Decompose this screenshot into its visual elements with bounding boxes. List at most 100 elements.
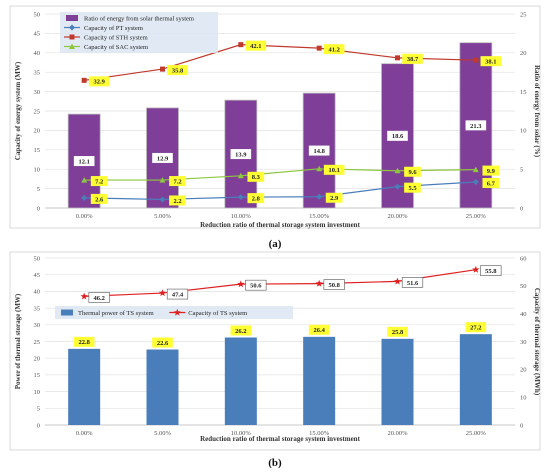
- p1-line-data-label: 50.8: [328, 282, 340, 289]
- p0-line-data-label: 7.2: [95, 178, 103, 185]
- p0-legend-swatch-marker: [69, 43, 75, 49]
- p1-y-tick-label: 5: [37, 406, 40, 413]
- p1-bar-data-label-bg: [152, 337, 173, 348]
- p0-line-data-label-bg: [247, 171, 265, 182]
- p0-y-tick-label: 15: [34, 147, 41, 154]
- p1-bar: [303, 336, 336, 425]
- p1-line-data-label-bg: [401, 277, 424, 288]
- p1-y-tick-label: 15: [34, 372, 41, 379]
- p0-line-data-label-bg: [482, 178, 500, 189]
- p0-line-data-label-bg: [323, 44, 345, 55]
- p0-line-data-label-bg: [247, 193, 265, 204]
- p0-line-data-label: 2.9: [330, 195, 339, 202]
- p0-line-data-label-bg: [323, 164, 345, 175]
- p0-line-data-label-bg: [90, 193, 108, 204]
- p1-bar: [146, 349, 179, 425]
- p1-x-tick-label: 25.00%: [466, 430, 487, 437]
- p0-line-data-label: 2.2: [173, 198, 181, 205]
- p0-bar-data-label: 12.9: [157, 155, 169, 162]
- p0-bar-data-label: 12.1: [78, 158, 89, 165]
- p1-line-data-label: 51.6: [407, 280, 419, 287]
- p0-line-data-label: 6.7: [487, 180, 496, 187]
- p0-legend-swatch-marker: [69, 24, 75, 31]
- p0-line-point: [238, 42, 244, 48]
- p0-line-data-label: 42.1: [250, 43, 261, 50]
- p1-bar-data-label-bg: [308, 324, 330, 335]
- p0-y2-tick-label: 25: [520, 11, 527, 18]
- p1-y-tick-label: 45: [34, 272, 41, 279]
- p1-bar-data-label-bg: [387, 326, 408, 337]
- p0-line-data-label-bg: [325, 192, 343, 203]
- p0-x-tick-label: 20.00%: [387, 213, 408, 220]
- p1-bar: [68, 348, 101, 425]
- p1-x-axis-title: Reduction ratio of thermal storage syste…: [200, 435, 360, 443]
- p0-y-tick-label: 45: [34, 31, 41, 38]
- p0-bar-data-label: 18.6: [392, 133, 404, 140]
- p1-y-tick-label: 40: [34, 289, 41, 296]
- p0-line-data-label: 10.1: [328, 167, 339, 174]
- p1-line-data-label-bg: [323, 279, 345, 290]
- p1-panel-label: (b): [268, 457, 282, 469]
- p0-line-data-label-bg: [245, 40, 267, 51]
- p0-line-data-label: 2.6: [95, 196, 104, 203]
- p0-legend-label: Capacity of STH system: [84, 34, 148, 41]
- p0-line-point: [159, 177, 166, 183]
- p0-y-tick-label: 30: [34, 89, 41, 96]
- p1-line-data-label-bg: [166, 288, 189, 300]
- p0-line-point: [473, 57, 479, 63]
- p1-line-point: [315, 279, 323, 287]
- p0-line-point: [316, 45, 322, 51]
- p1-bar-data-label: 22.8: [78, 339, 90, 346]
- p0-line-data-label-bg: [404, 182, 421, 193]
- p0-line-point: [81, 177, 88, 183]
- p0-line-data-label: 32.9: [93, 79, 105, 86]
- p0-line-data-label: 38.7: [407, 56, 419, 63]
- p1-y-axis-title: Power of thermal storage (MW): [14, 293, 22, 389]
- p1-x-tick-label: 0.00%: [76, 430, 93, 437]
- p1-x-tick-label: 5.00%: [154, 430, 171, 437]
- p1-bar-data-label-bg: [73, 336, 95, 347]
- p0-line-point: [316, 165, 323, 172]
- p0-line-point: [237, 194, 244, 201]
- p1-bar-data-label-bg: [230, 325, 252, 336]
- p1-line-point: [80, 292, 88, 300]
- p0-y2-axis-title: Ratio of energy from solar (%): [533, 65, 541, 158]
- p0-line-point: [316, 193, 323, 200]
- p1-line-data-label-bg: [88, 292, 110, 303]
- p1-line-data-label: 47.4: [172, 291, 184, 298]
- p1-y-tick-label: 25: [34, 339, 41, 346]
- p1-bar-data-label: 27.2: [470, 325, 481, 332]
- p0-line-data-label-bg: [167, 65, 188, 76]
- p0-x-tick-label: 25.00%: [466, 213, 487, 220]
- p0-legend-swatch-marker: [69, 34, 75, 40]
- p0-legend-label: Ratio of energy from solar thermal syste…: [84, 15, 194, 22]
- p0-line-point: [394, 183, 401, 190]
- p1-legend-label: Thermal power of TS system: [78, 310, 154, 317]
- p0-bar-data-label: 14.8: [313, 148, 325, 155]
- p0-bar-data-label-bg: [152, 152, 173, 163]
- p0-bar: [146, 107, 179, 209]
- p1-line-data-label-bg: [480, 265, 502, 276]
- p0-y2-tick-label: 15: [520, 89, 527, 96]
- p0-line-data-label-bg: [169, 176, 186, 187]
- p0-bar-data-label: 21.3: [470, 123, 482, 130]
- p0-bar-data-label-bg: [230, 149, 252, 160]
- p0-line-data-label: 38.1: [485, 59, 496, 66]
- p0-line-data-label: 9.9: [487, 168, 496, 175]
- p1-y2-tick-label: 50: [520, 283, 527, 290]
- p0-line-data-label: 7.2: [173, 178, 181, 185]
- p0-line-data-label-bg: [88, 76, 110, 87]
- p0-y-tick-label: 0: [37, 205, 40, 212]
- p1-x-tick-label: 15.00%: [309, 430, 330, 437]
- p0-y-tick-label: 35: [34, 70, 41, 77]
- p0-y-tick-label: 40: [34, 50, 41, 57]
- p1-legend-label: Capacity of TS system: [188, 310, 247, 317]
- p0-line-data-label: 9.6: [408, 169, 417, 176]
- p1-line-data-label: 55.8: [485, 268, 497, 275]
- p1-legend-swatch: [61, 309, 73, 316]
- p1-line-data-label-bg: [245, 279, 267, 291]
- p1-y-tick-label: 50: [34, 255, 41, 262]
- p1-y2-tick-label: 30: [520, 339, 527, 346]
- p0-x-axis-title: Reduction ratio of thermal storage syste…: [200, 221, 360, 229]
